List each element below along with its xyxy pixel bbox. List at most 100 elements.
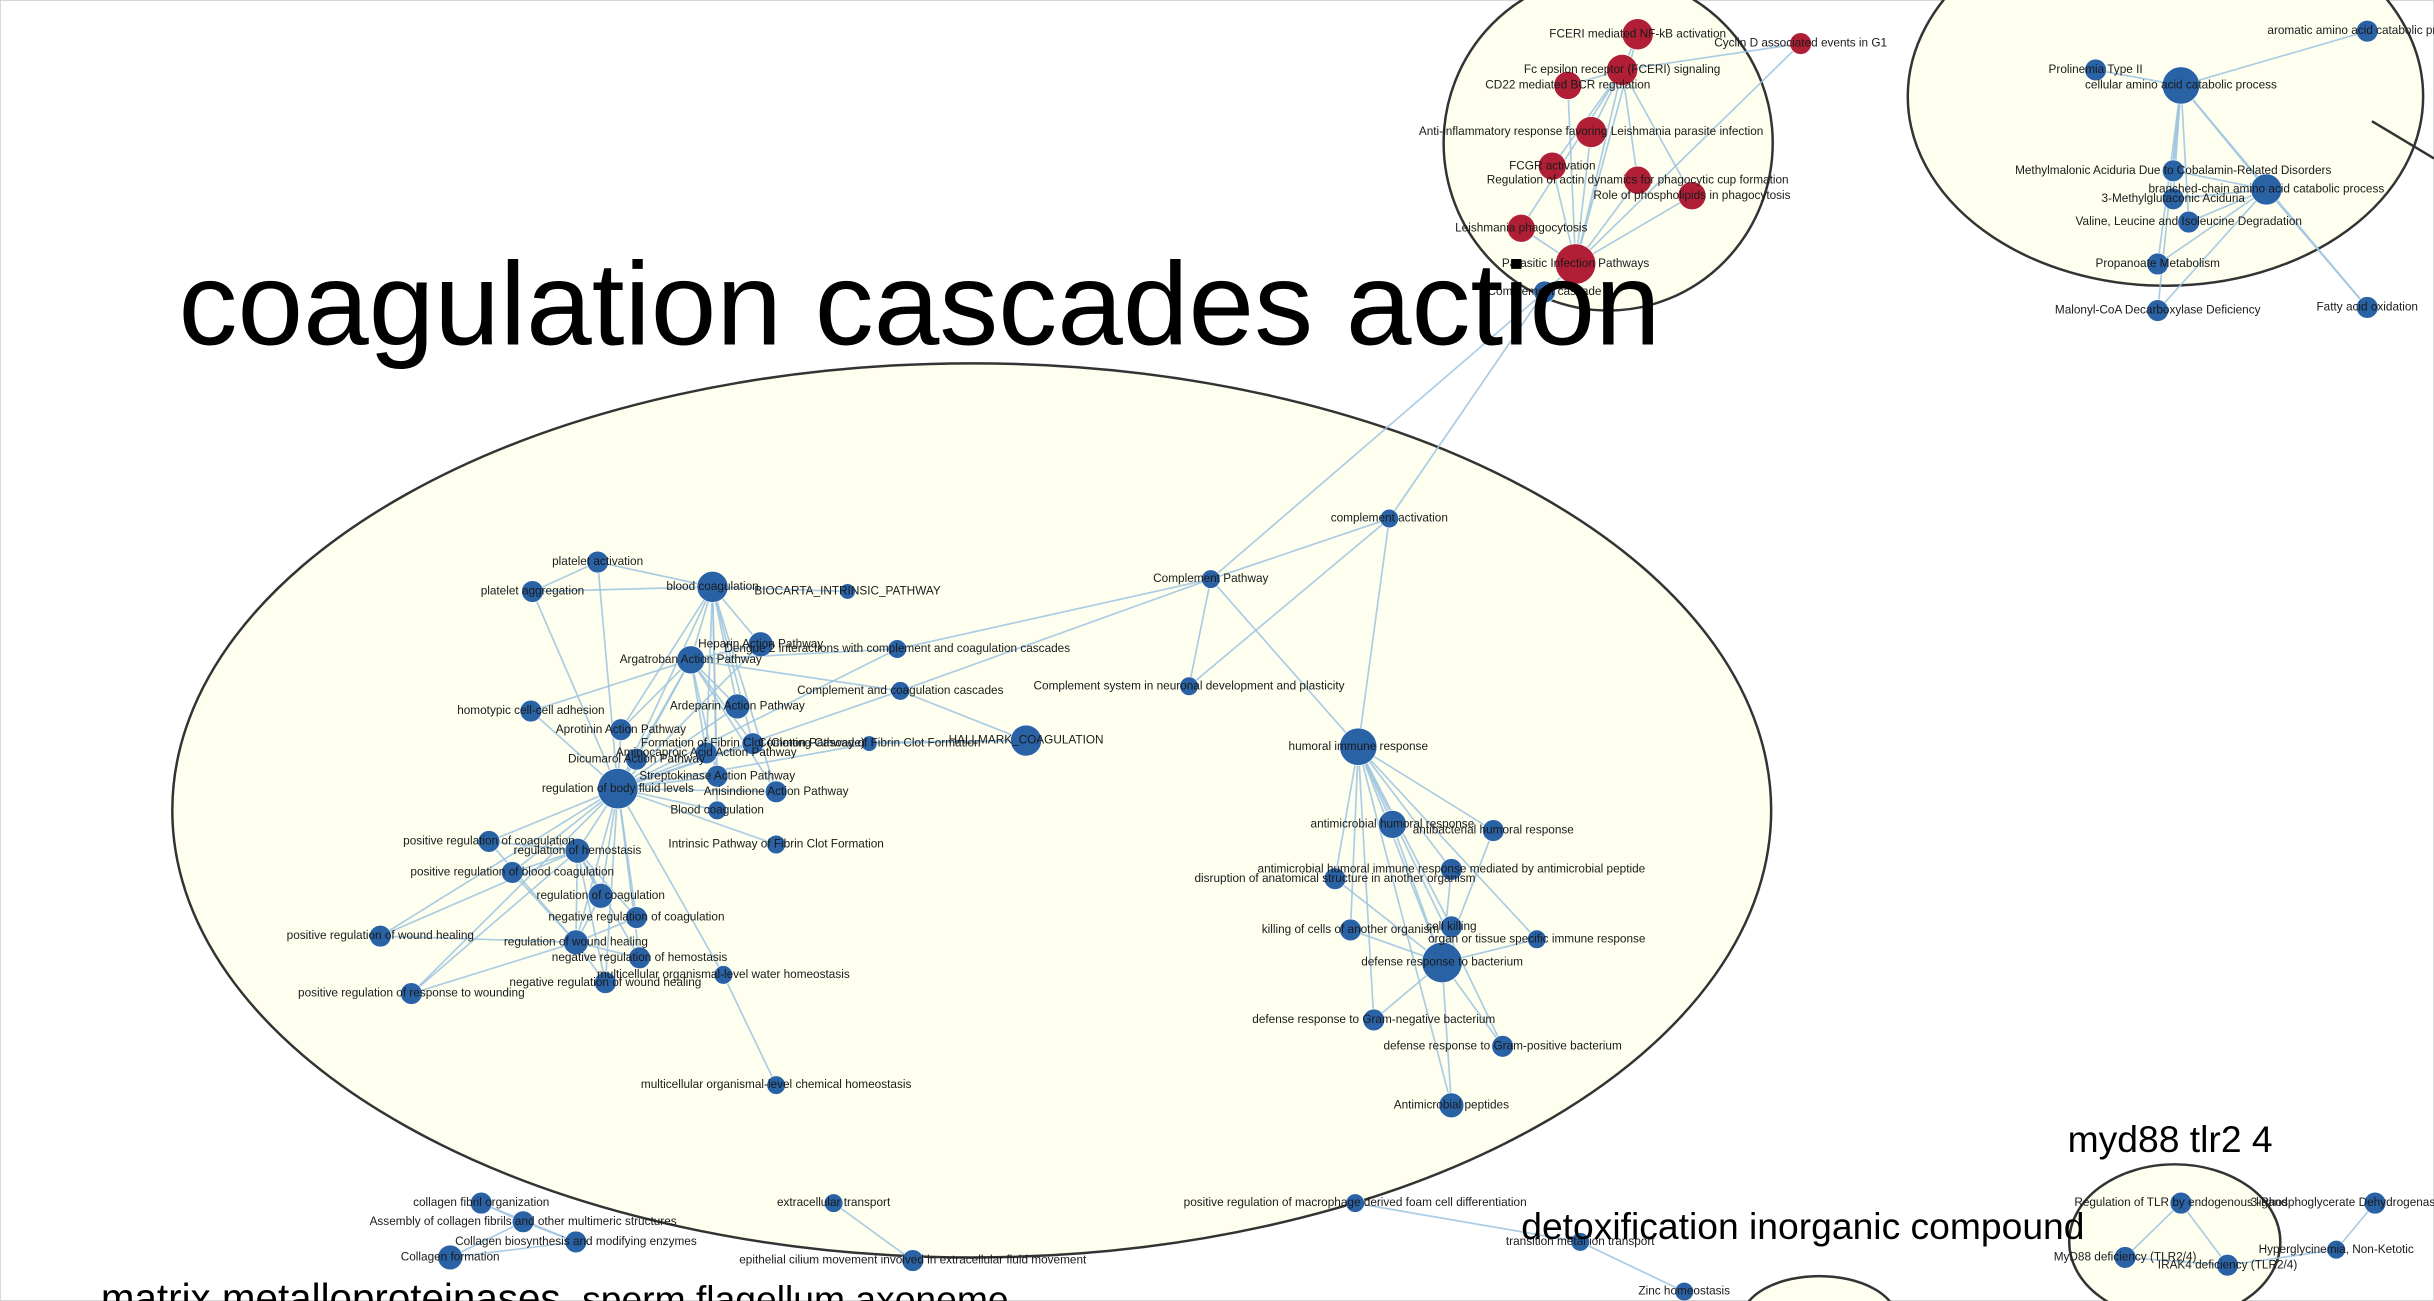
edge <box>511 871 577 943</box>
edge <box>1391 824 1443 963</box>
node <box>2162 187 2185 210</box>
node-label: positive regulation of coagulation <box>403 835 575 848</box>
node <box>705 765 729 788</box>
node-label: FCERI mediated NF-kB activation <box>1549 27 1726 40</box>
edge <box>2124 1202 2182 1259</box>
node <box>2363 1191 2387 1215</box>
node-label: Dengue 2 interactions with complement an… <box>724 642 1070 655</box>
edge <box>410 850 579 995</box>
node-label: Methylmalonic Aciduria Due to Cobalamin-… <box>2015 164 2331 177</box>
node <box>2177 210 2200 234</box>
edge <box>690 659 777 793</box>
node <box>1789 32 1812 55</box>
edge <box>900 690 1027 742</box>
edge <box>1188 517 1390 687</box>
node <box>1339 918 1362 942</box>
node-label: organ or tissue specific immune response <box>1428 932 1646 945</box>
node-label: multicellular organismal-level water hom… <box>597 968 850 981</box>
edge <box>1357 518 1391 747</box>
node-label: Argatroban Action Pathway <box>620 653 762 666</box>
node-label: Blood coagulation <box>670 803 764 816</box>
edge <box>690 658 901 692</box>
edge <box>617 648 898 790</box>
node <box>890 681 910 701</box>
node <box>747 631 774 658</box>
edge <box>617 787 777 793</box>
node <box>2146 252 2169 276</box>
node-label: Anisindione Action Pathway <box>704 785 849 798</box>
edge <box>690 659 754 745</box>
node <box>766 834 786 855</box>
node <box>1491 1035 1514 1058</box>
edge <box>530 659 692 712</box>
edge <box>1210 578 1359 748</box>
node <box>713 965 733 985</box>
node <box>1421 942 1463 984</box>
node-label: Complement Pathway <box>1153 572 1268 585</box>
node-label: Complement system in neuronal developmen… <box>1034 679 1345 692</box>
node <box>696 571 729 603</box>
node-label: defense response to bacterium <box>1361 956 1523 969</box>
edge <box>1621 69 1693 197</box>
edge <box>2180 1202 2229 1266</box>
node <box>1339 727 1378 766</box>
edge <box>511 787 619 874</box>
node <box>2169 1191 2193 1215</box>
node <box>1538 151 1567 181</box>
edge <box>690 648 898 661</box>
edge <box>635 659 692 760</box>
node-label: complement activation <box>1331 512 1448 525</box>
node <box>1506 213 1536 243</box>
node <box>1555 243 1597 285</box>
edge <box>897 578 1211 650</box>
node-label: Malonyl-CoA Decarboxylase Deficiency <box>2055 304 2261 317</box>
edge <box>1357 746 1443 963</box>
edge <box>900 578 1212 692</box>
node-label: Streptokinase Action Pathway <box>639 769 795 782</box>
edge <box>411 941 577 995</box>
node <box>1482 819 1505 842</box>
node-label: collagen fibril organization <box>413 1196 549 1209</box>
node <box>2146 299 2169 322</box>
node <box>628 946 651 970</box>
node-label: 3-Methylglutaconic Aciduria <box>2102 192 2246 205</box>
node <box>519 699 543 723</box>
node-label: Dicumarol Action Pathway <box>568 752 705 765</box>
edge <box>1334 878 1443 964</box>
node-label: Complement and coagulation cascades <box>797 684 1003 697</box>
node-label: Ardeparin Action Pathway <box>670 699 805 712</box>
node <box>586 550 609 574</box>
node <box>766 1075 786 1095</box>
node-label: Role of phospholipids in phagocytosis <box>1593 189 1790 202</box>
node <box>1575 116 1607 148</box>
node <box>588 883 614 909</box>
edge <box>596 561 619 789</box>
node-label: Hyperglycinemia, Non-Ketotic <box>2259 1243 2414 1256</box>
node-layer <box>369 18 2387 1301</box>
node-label: disruption of anatomical structure in an… <box>1195 872 1476 885</box>
node <box>839 583 856 600</box>
cluster-label: coagulation cascades action <box>179 238 1661 370</box>
node-label: Aminocaproic Acid Action Pathway <box>616 746 797 759</box>
edge <box>575 850 579 943</box>
edge <box>620 659 692 731</box>
node <box>1378 810 1407 839</box>
node <box>695 741 718 765</box>
node <box>2356 296 2379 319</box>
edge <box>869 739 1027 745</box>
node <box>764 780 788 803</box>
cluster-outline <box>171 362 1773 1259</box>
node-label: regulation of hemostasis <box>514 844 642 857</box>
edge <box>410 788 619 995</box>
edge <box>705 586 714 753</box>
label-layer: platelet activation platelet aggregation b… <box>287 24 2434 1297</box>
node <box>369 924 392 948</box>
node-label: killing of cells of another organism <box>1262 923 1440 936</box>
node <box>400 982 423 1005</box>
node <box>1527 929 1547 949</box>
edge <box>597 561 713 588</box>
node-label: defense response to Gram-positive bacter… <box>1383 1039 1622 1052</box>
node-label: IRAK4 deficiency (TLR2/4) <box>2158 1258 2298 1271</box>
edge <box>1574 42 1802 265</box>
